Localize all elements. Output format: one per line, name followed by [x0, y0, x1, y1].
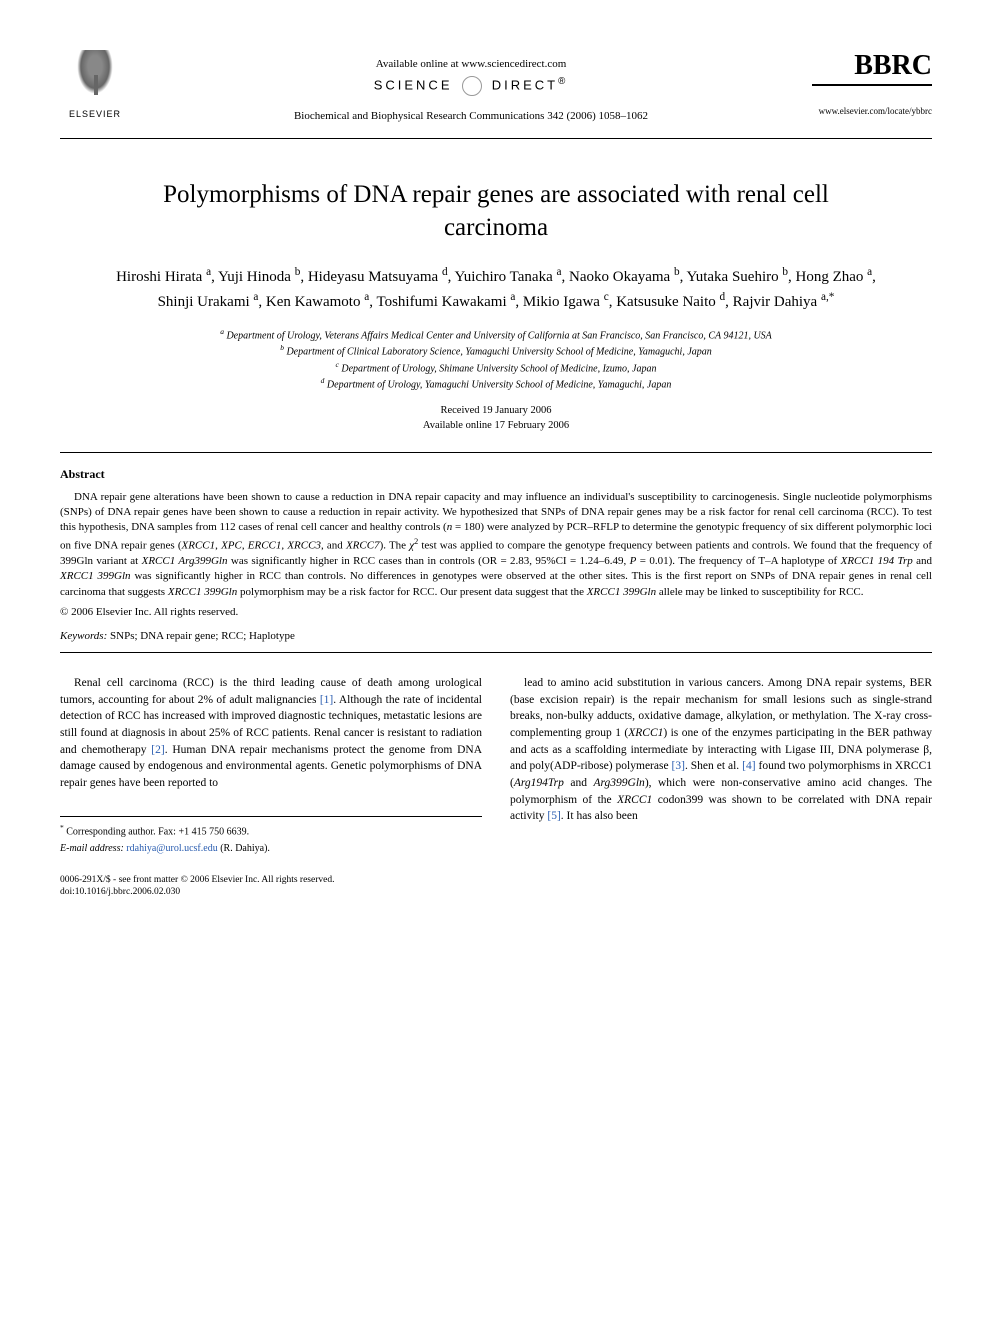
abstract-bottom-rule [60, 652, 932, 653]
body-columns: Renal cell carcinoma (RCC) is the third … [60, 675, 932, 899]
issn-line: 0006-291X/$ - see front matter © 2006 El… [60, 874, 482, 886]
body-col-right: lead to amino acid substitution in vario… [510, 675, 932, 899]
body-para-left: Renal cell carcinoma (RCC) is the third … [60, 675, 482, 792]
available-online-text: Available online at www.sciencedirect.co… [130, 58, 812, 70]
journal-citation: Biochemical and Biophysical Research Com… [130, 110, 812, 122]
article-dates: Received 19 January 2006 Available onlin… [60, 404, 932, 433]
doi-line: doi:10.1016/j.bbrc.2006.02.030 [60, 886, 482, 898]
journal-url: www.elsevier.com/locate/ybbrc [812, 106, 932, 116]
elsevier-tree-icon [70, 50, 120, 105]
keywords-line: Keywords: SNPs; DNA repair gene; RCC; Ha… [60, 630, 932, 642]
abstract-heading: Abstract [60, 467, 932, 482]
science-direct-logo: SCIENCE DIRECT® [130, 76, 812, 96]
email-label: E-mail address: [60, 843, 124, 854]
journal-brand-box: BBRC www.elsevier.com/locate/ybbrc [812, 50, 932, 116]
abstract-text: DNA repair gene alterations have been sh… [60, 490, 932, 600]
received-date: Received 19 January 2006 [60, 404, 932, 419]
abstract-top-rule [60, 452, 932, 453]
keywords-text: SNPs; DNA repair gene; RCC; Haplotype [110, 630, 295, 642]
affiliation-b: b Department of Clinical Laboratory Scie… [60, 343, 932, 359]
keywords-label: Keywords: [60, 630, 107, 642]
affiliation-d: d Department of Urology, Yamaguchi Unive… [60, 376, 932, 392]
abstract-copyright: © 2006 Elsevier Inc. All rights reserved… [60, 606, 932, 618]
journal-abbrev: BBRC [812, 50, 932, 86]
body-para-right: lead to amino acid substitution in vario… [510, 675, 932, 825]
sciencedirect-icon [462, 76, 482, 96]
header-row: ELSEVIER Available online at www.science… [60, 50, 932, 130]
affiliation-a: a Department of Urology, Veterans Affair… [60, 327, 932, 343]
elsevier-logo: ELSEVIER [60, 50, 130, 130]
header-rule [60, 138, 932, 139]
affiliation-c: c Department of Urology, Shimane Univers… [60, 360, 932, 376]
online-date: Available online 17 February 2006 [60, 419, 932, 434]
publisher-name: ELSEVIER [69, 109, 121, 119]
article-title: Polymorphisms of DNA repair genes are as… [140, 179, 852, 244]
body-col-left: Renal cell carcinoma (RCC) is the third … [60, 675, 482, 899]
corresponding-email-line: E-mail address: rdahiya@urol.ucsf.edu (R… [60, 842, 482, 857]
issn-doi-block: 0006-291X/$ - see front matter © 2006 El… [60, 874, 482, 899]
authors-list: Hiroshi Hirata a, Yuji Hinoda b, Hideyas… [100, 264, 892, 313]
center-header: Available online at www.sciencedirect.co… [130, 50, 812, 122]
journal-page: ELSEVIER Available online at www.science… [0, 0, 992, 949]
corresponding-footer: * Corresponding author. Fax: +1 415 750 … [60, 816, 482, 856]
email-link[interactable]: rdahiya@urol.ucsf.edu [126, 843, 217, 854]
corresponding-author: * Corresponding author. Fax: +1 415 750 … [60, 823, 482, 840]
email-name: (R. Dahiya). [220, 843, 270, 854]
affiliations: a Department of Urology, Veterans Affair… [60, 327, 932, 392]
